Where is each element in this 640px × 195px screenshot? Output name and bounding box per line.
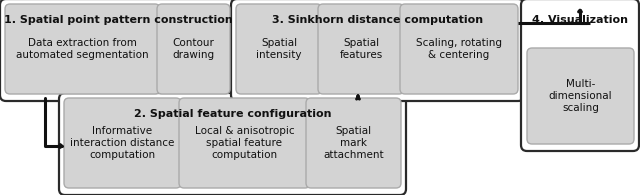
FancyBboxPatch shape <box>231 0 524 101</box>
Text: 3. Sinkhorn distance computation: 3. Sinkhorn distance computation <box>272 15 483 25</box>
Text: Contour
drawing: Contour drawing <box>172 38 214 60</box>
FancyBboxPatch shape <box>157 4 230 94</box>
FancyBboxPatch shape <box>59 93 406 195</box>
Text: Spatial
features: Spatial features <box>339 38 383 60</box>
Text: 1. Spatial point pattern construction: 1. Spatial point pattern construction <box>4 15 232 25</box>
Text: 4. Visualization: 4. Visualization <box>532 15 628 25</box>
FancyBboxPatch shape <box>318 4 404 94</box>
FancyBboxPatch shape <box>5 4 160 94</box>
Text: Multi-
dimensional
scaling: Multi- dimensional scaling <box>548 79 612 113</box>
FancyBboxPatch shape <box>0 0 236 101</box>
Text: Spatial
intensity: Spatial intensity <box>256 38 301 60</box>
FancyBboxPatch shape <box>521 0 639 151</box>
Text: Local & anisotropic
spatial feature
computation: Local & anisotropic spatial feature comp… <box>195 126 294 160</box>
Text: Spatial
mark
attachment: Spatial mark attachment <box>323 126 384 160</box>
FancyBboxPatch shape <box>236 4 322 94</box>
Text: Data extraction from
automated segmentation: Data extraction from automated segmentat… <box>16 38 149 60</box>
FancyBboxPatch shape <box>527 48 634 144</box>
FancyBboxPatch shape <box>400 4 518 94</box>
FancyBboxPatch shape <box>64 98 181 188</box>
Text: 2. Spatial feature configuration: 2. Spatial feature configuration <box>134 109 332 119</box>
FancyBboxPatch shape <box>306 98 401 188</box>
Text: Informative
interaction distance
computation: Informative interaction distance computa… <box>70 126 175 160</box>
FancyBboxPatch shape <box>179 98 310 188</box>
Text: Scaling, rotating
& centering: Scaling, rotating & centering <box>416 38 502 60</box>
